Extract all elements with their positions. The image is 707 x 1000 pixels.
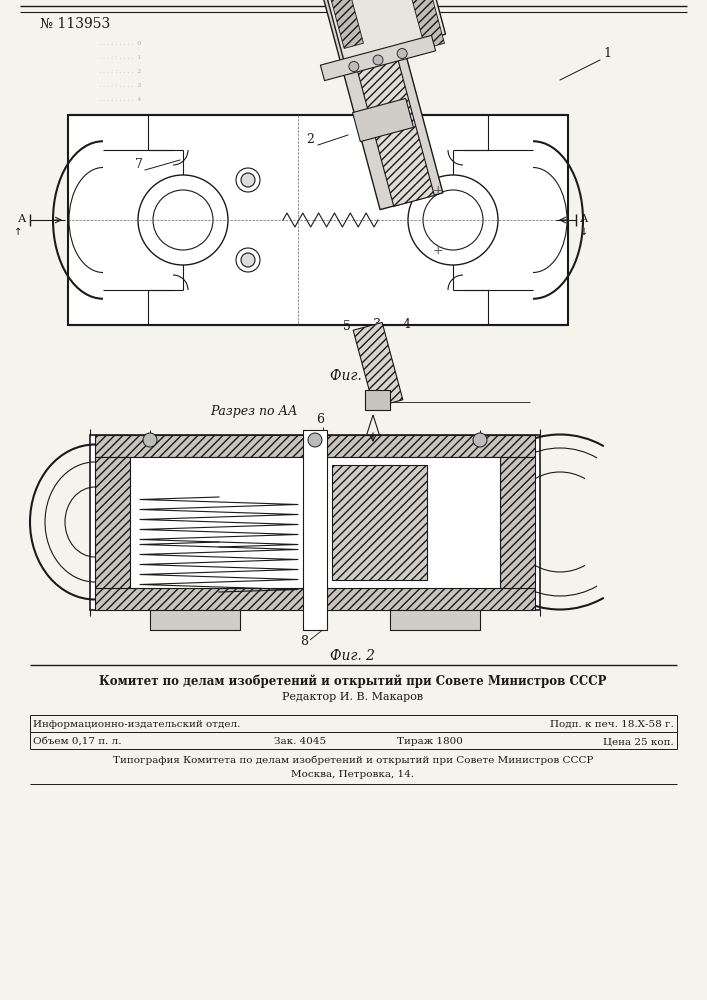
Circle shape — [308, 433, 322, 447]
Text: Тираж 1800: Тираж 1800 — [397, 737, 463, 746]
Text: 5: 5 — [343, 320, 351, 333]
Bar — [95, 457, 130, 588]
Text: 3: 3 — [373, 318, 381, 331]
Text: А: А — [18, 214, 26, 224]
Text: Редактор И. В. Макаров: Редактор И. В. Макаров — [282, 692, 423, 702]
Circle shape — [241, 173, 255, 187]
Circle shape — [408, 175, 498, 265]
Text: № 113953: № 113953 — [40, 17, 110, 31]
Text: Зак. 4045: Зак. 4045 — [274, 737, 326, 746]
Text: +: + — [433, 243, 443, 256]
Text: — 2 —: — 2 — — [330, 16, 375, 30]
Bar — [95, 435, 535, 457]
Text: Разрез по АА: Разрез по АА — [210, 405, 298, 418]
Text: А: А — [580, 214, 588, 224]
Polygon shape — [332, 0, 434, 206]
Bar — [68, 115, 568, 325]
Text: 1: 1 — [603, 47, 611, 60]
Polygon shape — [320, 35, 436, 81]
Polygon shape — [366, 390, 390, 410]
Text: Цена 25 коп.: Цена 25 коп. — [603, 737, 674, 746]
Bar — [303, 430, 327, 630]
Circle shape — [138, 175, 228, 265]
Text: Подп. к печ. 18.Х-58 г.: Подп. к печ. 18.Х-58 г. — [550, 720, 674, 729]
Circle shape — [236, 248, 260, 272]
Circle shape — [153, 190, 213, 250]
Polygon shape — [353, 98, 414, 142]
Bar — [90, 435, 540, 610]
Text: 7: 7 — [135, 158, 143, 171]
Polygon shape — [392, 0, 445, 48]
Polygon shape — [310, 0, 445, 61]
Bar — [390, 610, 480, 630]
Text: 2: 2 — [306, 133, 314, 146]
Text: 6: 6 — [316, 413, 324, 426]
Circle shape — [236, 168, 260, 192]
Circle shape — [423, 190, 483, 250]
Bar — [500, 457, 535, 588]
Text: Фиг. 2: Фиг. 2 — [330, 649, 375, 663]
Circle shape — [143, 433, 157, 447]
Text: +: + — [433, 184, 443, 196]
Text: Фиг. 1: Фиг. 1 — [330, 369, 375, 383]
Text: . . . : : . . . .  0: . . . : : . . . . 0 — [95, 41, 141, 46]
Text: 4: 4 — [403, 318, 411, 331]
Text: . . . : : . . . .  1: . . . : : . . . . 1 — [95, 55, 141, 60]
Text: . . . : : . . . .  3: . . . : : . . . . 3 — [95, 83, 141, 88]
Circle shape — [373, 55, 383, 65]
Polygon shape — [323, 0, 443, 210]
Text: Типография Комитета по делам изобретений и открытий при Совете Министров СССР: Типография Комитета по делам изобретений… — [113, 756, 593, 765]
Text: . . . : : . . . .  4: . . . : : . . . . 4 — [95, 97, 141, 102]
Text: Информационно-издательский отдел.: Информационно-издательский отдел. — [33, 720, 240, 729]
Bar — [332, 465, 427, 580]
Circle shape — [349, 61, 359, 71]
Polygon shape — [354, 322, 403, 408]
Text: 8: 8 — [300, 635, 308, 648]
Text: Комитет по делам изобретений и открытий при Совете Министров СССР: Комитет по делам изобретений и открытий … — [99, 674, 607, 688]
Text: Москва, Петровка, 14.: Москва, Петровка, 14. — [291, 770, 414, 779]
Bar — [130, 457, 500, 588]
Bar — [150, 610, 240, 630]
Circle shape — [397, 49, 407, 59]
Text: . . . : : . . . .  2: . . . : : . . . . 2 — [95, 69, 141, 74]
Circle shape — [473, 433, 487, 447]
Circle shape — [241, 253, 255, 267]
Text: ↑: ↑ — [14, 227, 22, 237]
Polygon shape — [312, 0, 363, 48]
Text: ↓: ↓ — [580, 227, 588, 237]
Text: Объем 0,17 п. л.: Объем 0,17 п. л. — [33, 737, 122, 746]
Bar — [95, 588, 535, 610]
